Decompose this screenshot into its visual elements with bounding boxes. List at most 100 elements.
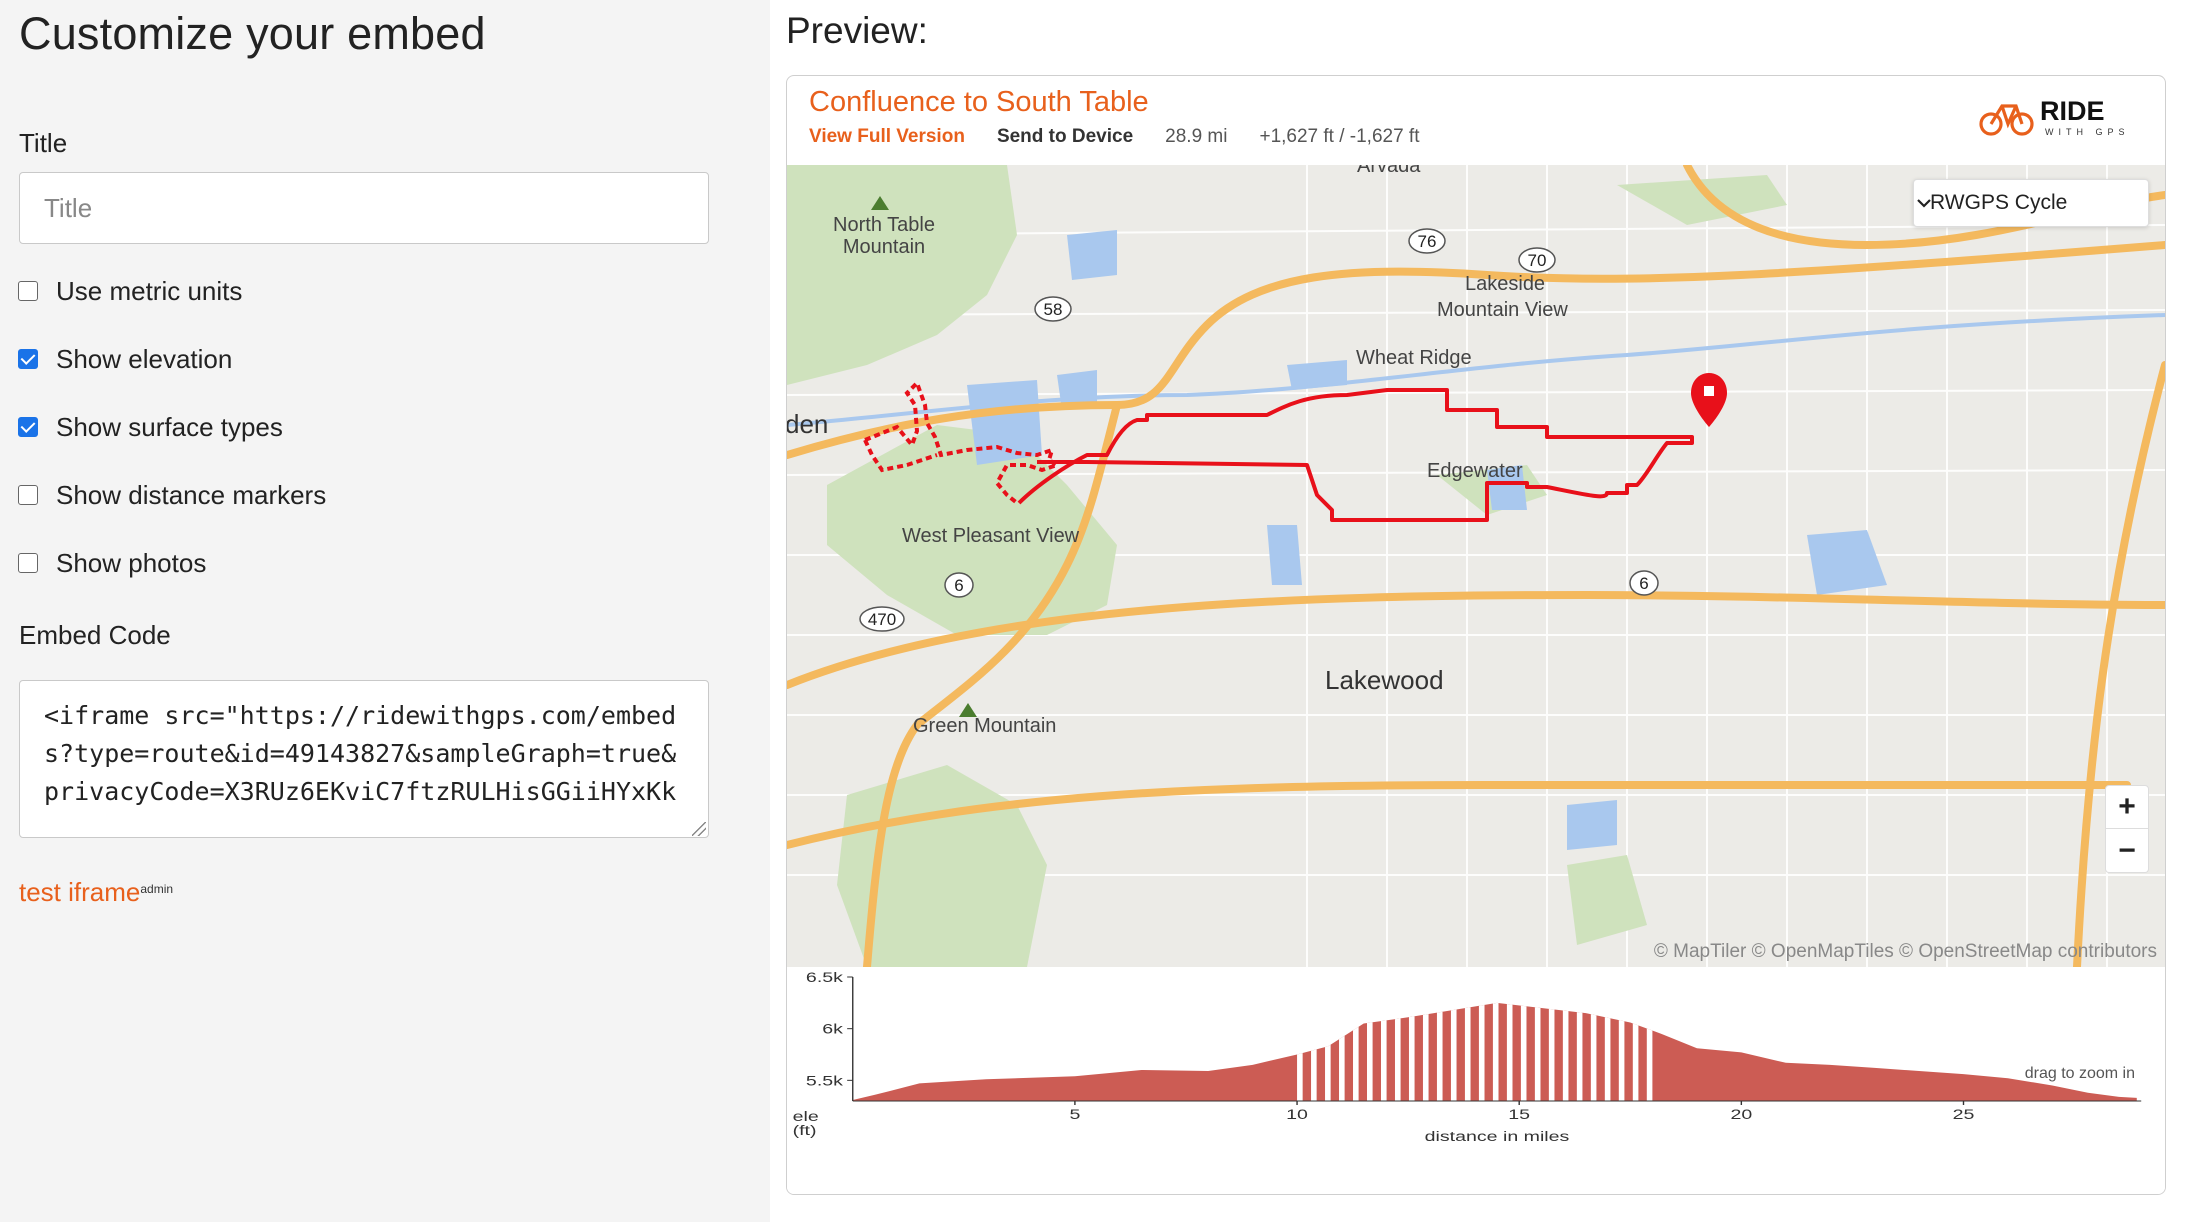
place-mountain-view: Mountain View (1437, 299, 1568, 321)
embed-preview: Confluence to South Table View Full Vers… (786, 75, 2166, 1195)
show-photos-label: Show photos (56, 547, 207, 578)
y-tick-label: 6.5k (806, 970, 844, 986)
metric-units-checkbox[interactable] (18, 281, 38, 301)
unpaved-stripe (1478, 1002, 1485, 1101)
route-meta: View Full Version Send to Device 28.9 mi… (809, 126, 1452, 148)
place-wheat-ridge: Wheat Ridge (1356, 347, 1472, 369)
option-metric-units[interactable]: Use metric units (18, 274, 242, 308)
place-lakeside: Lakeside (1465, 273, 1546, 295)
unpaved-stripe (1325, 1002, 1331, 1101)
option-show-distance-markers[interactable]: Show distance markers (18, 478, 326, 512)
option-show-photos[interactable]: Show photos (18, 546, 206, 580)
place-north-table-mountain: North Table Mountain (833, 214, 935, 258)
option-show-surface-types[interactable]: Show surface types (18, 410, 283, 444)
show-elevation-label: Show elevation (56, 343, 233, 374)
unpaved-stripe (1353, 1002, 1359, 1101)
x-tick-label: 10 (1286, 1107, 1308, 1123)
show-distance-markers-label: Show distance markers (56, 479, 327, 510)
route-title[interactable]: Confluence to South Table (809, 86, 1149, 118)
place-west-pleasant-view: West Pleasant View (902, 525, 1080, 547)
map-attribution[interactable]: © MapTiler © OpenMapTiles © OpenStreetMa… (1653, 941, 2157, 962)
unpaved-stripe (1311, 1002, 1317, 1101)
zoom-in-button[interactable]: + (2105, 785, 2149, 829)
place-edgewater: Edgewater (1427, 460, 1523, 482)
unpaved-stripe (1464, 1002, 1471, 1101)
shield-58: 58 (1044, 300, 1063, 319)
unpaved-stripe (1590, 1002, 1597, 1101)
unpaved-stripe (1380, 1002, 1387, 1101)
preview-heading: Preview: (786, 10, 928, 51)
show-elevation-checkbox[interactable] (18, 349, 38, 369)
elevation-profile[interactable]: 6.5k 6k 5.5k 5 10 15 20 25 ele (ft) distance in mi… (787, 967, 2165, 1195)
unpaved-stripe (1297, 1002, 1303, 1101)
logo-word: RIDE (2040, 96, 2105, 126)
unpaved-stripe (1506, 1002, 1513, 1101)
unpaved-stripe (1339, 1002, 1345, 1101)
place-golden: den (787, 409, 829, 439)
drag-to-zoom-hint: drag to zoom in (2024, 1065, 2135, 1082)
place-arvada: Arvada (1357, 165, 1421, 177)
title-input[interactable] (19, 172, 709, 244)
peak-icon (871, 196, 889, 210)
place-green-mountain: Green Mountain (913, 715, 1057, 737)
show-photos-checkbox[interactable] (18, 553, 38, 573)
unpaved-stripe (1618, 1002, 1625, 1101)
map-layer-value: RWGPS Cycle (1930, 191, 2068, 214)
map-canvas: 76 70 58 6 470 6 (787, 165, 2165, 967)
view-full-version-link[interactable]: View Full Version (809, 126, 965, 147)
x-tick-label: 20 (1730, 1107, 1752, 1123)
place-lakewood: Lakewood (1325, 665, 1444, 695)
chevron-down-icon (1917, 199, 1931, 208)
unpaved-stripe (1492, 1002, 1499, 1101)
unpaved-stripe (1548, 1002, 1555, 1101)
unpaved-stripe (1520, 1002, 1527, 1101)
unpaved-stripe (1450, 1002, 1457, 1101)
map-layer-select[interactable]: RWGPS Cycle (1913, 179, 2149, 227)
show-surface-types-label: Show surface types (56, 411, 283, 442)
unpaved-stripe (1366, 1002, 1373, 1101)
peak-icon (959, 703, 977, 717)
x-tick-label: 25 (1953, 1107, 1975, 1123)
elevation-chart[interactable]: 6.5k 6k 5.5k 5 10 15 20 25 ele(ft) distance in mi… (787, 967, 2165, 1195)
y-axis-unit: (ft) (793, 1123, 817, 1139)
zoom-controls: + − (2105, 785, 2149, 873)
x-axis-title: distance in miles (1425, 1129, 1570, 1145)
embed-code-label: Embed Code (19, 620, 171, 650)
customize-heading: Customize your embed (19, 8, 486, 59)
admin-badge: admin (140, 882, 174, 896)
test-iframe-link[interactable]: test iframeadmin (19, 877, 173, 908)
shield-70: 70 (1528, 251, 1547, 270)
unpaved-stripe (1534, 1002, 1541, 1101)
customize-panel: Customize your embed Title Use metric un… (0, 0, 770, 1222)
shield-76: 76 (1418, 232, 1437, 251)
route-distance: 28.9 mi (1165, 126, 1228, 147)
metric-units-label: Use metric units (56, 275, 243, 306)
x-tick-label: 5 (1069, 1107, 1080, 1123)
option-show-elevation[interactable]: Show elevation (18, 342, 232, 376)
route-elevation: +1,627 ft / -1,627 ft (1259, 126, 1420, 147)
show-surface-types-checkbox[interactable] (18, 417, 38, 437)
x-tick-label: 15 (1508, 1107, 1530, 1123)
shield-6-east: 6 (1639, 574, 1648, 593)
test-iframe-label: test iframe (19, 877, 141, 907)
ridewithgps-logo[interactable]: RIDE WITH GPS (1978, 92, 2143, 140)
shield-6-west: 6 (954, 576, 963, 595)
unpaved-stripe (1576, 1002, 1583, 1101)
unpaved-stripe (1436, 1002, 1443, 1101)
shield-470: 470 (868, 610, 896, 629)
y-tick-label: 6k (822, 1021, 843, 1037)
route-end-marker[interactable] (1691, 373, 1727, 427)
zoom-out-button[interactable]: − (2105, 829, 2149, 873)
send-to-device-button[interactable]: Send to Device (996, 126, 1134, 147)
y-axis-title: ele (793, 1109, 819, 1125)
logo-sub: WITH GPS (2045, 127, 2130, 137)
route-map[interactable]: 76 70 58 6 470 6 Arvada North Table Moun… (787, 165, 2165, 967)
unpaved-stripe (1408, 1002, 1415, 1101)
show-distance-markers-checkbox[interactable] (18, 485, 38, 505)
unpaved-stripe (1604, 1002, 1611, 1101)
unpaved-stripe (1422, 1002, 1429, 1101)
embed-code-textarea[interactable]: <iframe src="https://ridewithgps.com/emb… (19, 680, 709, 838)
resize-grip-icon[interactable] (692, 822, 706, 836)
unpaved-stripe (1562, 1002, 1569, 1101)
unpaved-stripe (1632, 1002, 1639, 1101)
